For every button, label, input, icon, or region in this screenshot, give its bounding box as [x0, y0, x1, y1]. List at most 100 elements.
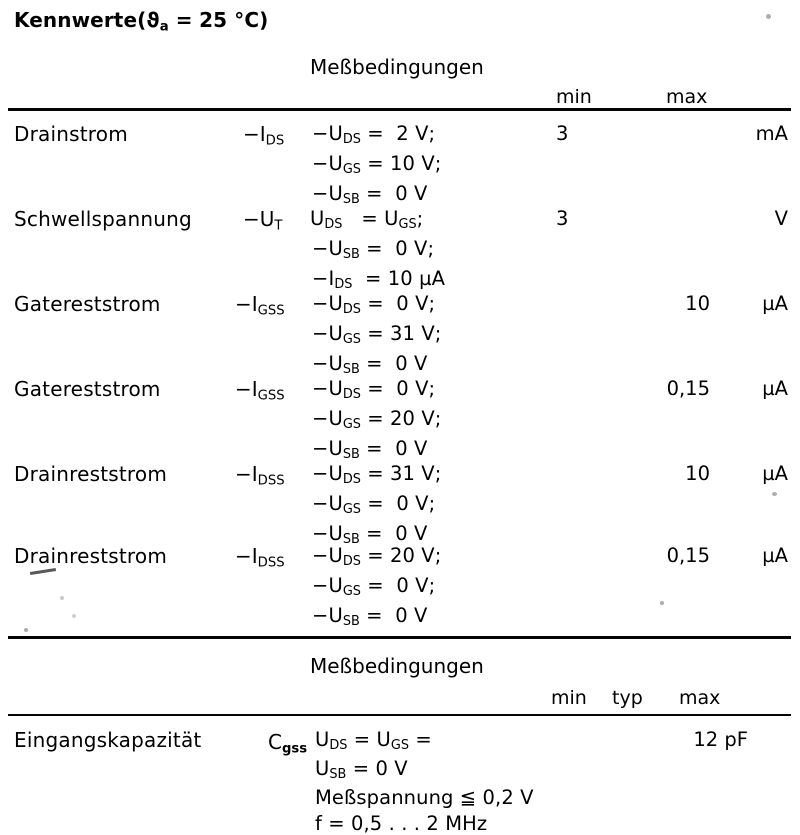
symbol-base: I	[259, 122, 266, 146]
cond-sign: −	[312, 544, 329, 567]
symbol-subscript: GSS	[257, 303, 285, 319]
cond-equals: =	[366, 182, 383, 205]
table2-row-symbol: Cgss	[268, 730, 307, 756]
cond-value: 10 µA	[387, 267, 446, 290]
cond-subscript: SB	[342, 532, 360, 548]
cond-base: U	[328, 437, 343, 460]
cond-subscript: GS	[342, 332, 361, 348]
page-title-label: Kennwerte	[14, 8, 138, 32]
table1-bottom-rule	[8, 636, 791, 639]
cond-equals: =	[367, 407, 384, 430]
cond-subscript: GS	[342, 584, 361, 600]
cond-base: U	[315, 757, 330, 780]
symbol-sign: −	[235, 462, 252, 486]
cond-sign: −	[312, 322, 329, 345]
symbol-subscript: T	[274, 218, 283, 234]
cond-base: U	[328, 462, 343, 485]
table1-condition-line: −UDS = 2 V;	[312, 122, 435, 147]
table2-value-max: 12 pF	[693, 728, 748, 751]
ambient-temperature-symbol: ϑ	[146, 8, 160, 32]
scan-speck	[24, 628, 28, 632]
table1-row-symbol: −IDS	[243, 122, 284, 148]
table1-condition-line: −UGS = 20 V;	[312, 407, 441, 432]
symbol-base: I	[251, 462, 258, 486]
cond-base: U	[328, 292, 343, 315]
table2-row-name: Eingangskapazität	[14, 728, 202, 752]
cond-equals: =	[366, 604, 383, 627]
table1-condition-line: −UDS = 0 V;	[312, 292, 435, 317]
table1-condition-line: −UGS = 31 V;	[312, 322, 441, 347]
symbol-sign: −	[243, 207, 260, 231]
symbol-base: I	[251, 377, 258, 401]
table2-condition-line: UDS = UGS =	[315, 728, 432, 753]
table1-unit: µA	[762, 292, 788, 315]
cond-subscript: DS	[329, 738, 348, 754]
cond-subscript: SB	[342, 192, 360, 208]
cond-equals: =	[367, 574, 384, 597]
cond-base: I	[328, 267, 335, 290]
symbol-subscript: DSS	[257, 555, 285, 571]
table2-header-min: min	[551, 687, 587, 709]
table1-condition-line: −UDS = 20 V;	[312, 544, 441, 569]
cond-sign: −	[312, 122, 329, 145]
cond-value: 0 V	[395, 437, 428, 460]
table1-condition-line: −UGS = 10 V;	[312, 152, 441, 177]
table1-row-name: Gatereststrom	[14, 377, 161, 401]
cond-value: 0 V	[395, 604, 428, 627]
cond-value: 0 V;	[396, 377, 436, 400]
table1-condition-line: −USB = 0 V	[312, 182, 427, 207]
symbol-subscript: DS	[265, 133, 285, 149]
cond-equals: =	[353, 728, 371, 751]
cond-equals: =	[366, 522, 383, 545]
cond-sign: −	[312, 182, 329, 205]
cond-sign: −	[312, 292, 329, 315]
cond-equals: =	[366, 237, 383, 260]
table1-header-max: max	[666, 86, 708, 108]
cond-base: U	[328, 152, 343, 175]
cond-equals: =	[367, 292, 384, 315]
symbol-subscript: GSS	[257, 388, 285, 404]
scan-speck	[72, 614, 76, 618]
cond-base: U	[315, 728, 330, 751]
table1-condition-line: −USB = 0 V	[312, 437, 427, 462]
table1-row-symbol: −IDSS	[235, 544, 285, 570]
table1-row-name: Drainstrom	[14, 122, 128, 146]
cond-base: U	[328, 237, 343, 260]
table1-condition-line: −IDS = 10 µA	[312, 267, 445, 292]
symbol-base: U	[259, 207, 275, 231]
cond-equals: =	[367, 544, 384, 567]
cond-equals: =	[367, 322, 384, 345]
cond-base: U	[328, 544, 343, 567]
cond-subscript: GS	[342, 162, 361, 178]
symbol-sign: −	[243, 122, 260, 146]
cond-sign: −	[312, 462, 329, 485]
cond-equals: =	[367, 377, 384, 400]
table1-row-symbol: −IDSS	[235, 462, 285, 488]
cond-subscript: SB	[342, 447, 360, 463]
table1-header-min: min	[556, 86, 592, 108]
cond-equals: =	[367, 492, 384, 515]
cond-value: 0 V;	[395, 237, 435, 260]
table1-condition-line: −USB = 0 V	[312, 522, 427, 547]
cond-sign: −	[312, 377, 329, 400]
cond-sign: −	[312, 267, 329, 290]
table1-value-max: 10	[685, 462, 710, 485]
table1-value-min: 3	[556, 207, 569, 230]
table2-condition-line: USB = 0 V	[315, 757, 408, 782]
cond-subscript: GS	[390, 738, 410, 754]
cond-base: U	[328, 377, 343, 400]
cond-value: 20 V;	[389, 544, 442, 567]
table1-condition-line: −UGS = 0 V;	[312, 492, 435, 517]
scan-speck	[766, 14, 771, 19]
cond-value: 0 V;	[396, 292, 436, 315]
table1-condition-line: −UDS = 0 V;	[312, 377, 435, 402]
table1-header-rule	[8, 108, 791, 111]
table1-value-max: 0,15	[666, 544, 710, 567]
cond-sign: −	[312, 352, 329, 375]
cond-base: U	[376, 728, 391, 751]
table1-condition-line: −USB = 0 V	[312, 604, 427, 629]
symbol-base: C	[268, 730, 282, 754]
cond-sign: −	[312, 574, 329, 597]
page-title-paren-open: (	[137, 8, 147, 32]
table1-unit: µA	[762, 377, 788, 400]
